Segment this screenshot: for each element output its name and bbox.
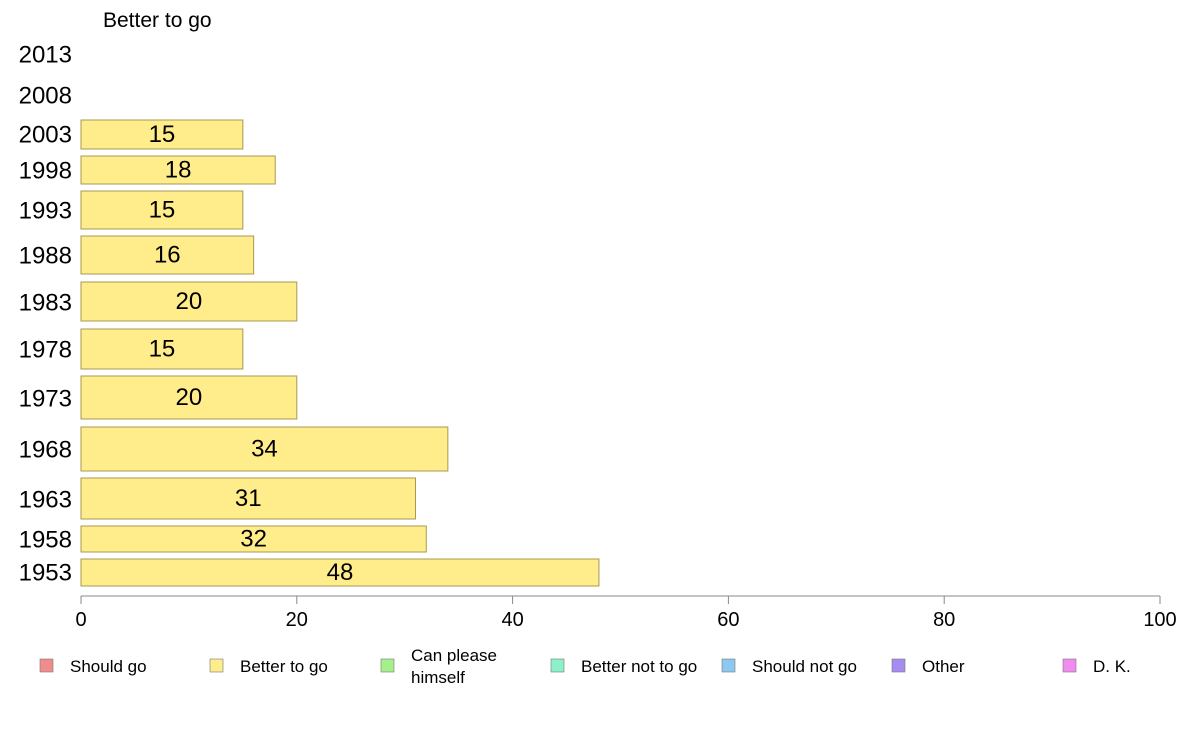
data-label: 15 <box>149 121 176 148</box>
bar <box>80 426 449 472</box>
legend-swatch <box>39 658 54 673</box>
legend-label: Should not go <box>752 657 857 676</box>
bar <box>80 190 244 230</box>
y-tick-label: 1958 <box>19 527 72 554</box>
data-label: 34 <box>251 436 278 463</box>
data-label: 20 <box>176 288 203 315</box>
bar <box>80 525 427 553</box>
x-tick-label: 60 <box>717 609 739 631</box>
data-label: 32 <box>240 526 267 553</box>
y-tick-label: 1963 <box>19 487 72 514</box>
legend-swatch <box>550 658 565 673</box>
legend-label: Better not to go <box>581 657 697 676</box>
data-label: 20 <box>176 384 203 411</box>
legend-label: Should go <box>70 657 147 676</box>
y-tick-label: 1978 <box>19 337 72 364</box>
bar <box>80 558 600 587</box>
legend-label: Other <box>922 657 965 676</box>
y-tick-label: 2003 <box>19 122 72 149</box>
y-tick-label: 2013 <box>19 42 72 69</box>
data-label: 31 <box>235 485 262 512</box>
x-tick-label: 40 <box>501 609 523 631</box>
legend-swatch <box>891 658 906 673</box>
data-label: 16 <box>154 242 181 269</box>
bar <box>80 235 255 275</box>
x-tick-label: 100 <box>1143 609 1176 631</box>
bar <box>80 281 298 322</box>
x-tick-label: 20 <box>286 609 308 631</box>
x-tick-label: 80 <box>933 609 955 631</box>
x-tick-label: 0 <box>75 609 86 631</box>
legend-swatch <box>721 658 736 673</box>
bar <box>80 119 244 150</box>
data-label: 18 <box>165 157 192 184</box>
bar <box>80 155 276 185</box>
bar <box>80 328 244 370</box>
bar <box>80 477 416 520</box>
y-tick-label: 1968 <box>19 437 72 464</box>
legend-label: Better to go <box>240 657 328 676</box>
y-tick-label: 1973 <box>19 386 72 413</box>
y-tick-label: 1953 <box>19 560 72 587</box>
y-tick-label: 1998 <box>19 158 72 185</box>
bar <box>80 375 298 420</box>
chart-title: Better to go <box>103 9 212 32</box>
legend-label: D. K. <box>1093 657 1131 676</box>
y-tick-label: 1993 <box>19 198 72 225</box>
legend-swatch <box>209 658 224 673</box>
y-tick-label: 1983 <box>19 290 72 317</box>
legend-label: Can please himself <box>411 646 497 687</box>
y-tick-label: 2008 <box>19 83 72 110</box>
y-tick-label: 1988 <box>19 243 72 270</box>
data-label: 15 <box>149 197 176 224</box>
data-label: 48 <box>327 559 354 586</box>
legend-swatch <box>380 658 395 673</box>
legend-swatch <box>1062 658 1077 673</box>
data-label: 15 <box>149 336 176 363</box>
